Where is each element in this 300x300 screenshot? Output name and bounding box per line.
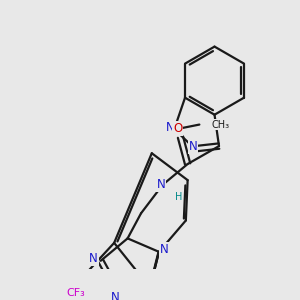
Text: N: N bbox=[165, 121, 174, 134]
Text: N: N bbox=[156, 178, 165, 191]
Text: N: N bbox=[111, 291, 119, 300]
Text: H: H bbox=[175, 192, 182, 202]
Text: CF₃: CF₃ bbox=[66, 288, 85, 298]
Text: N: N bbox=[160, 243, 169, 256]
Text: CH₃: CH₃ bbox=[212, 120, 230, 130]
Text: O: O bbox=[173, 122, 182, 135]
Text: N: N bbox=[189, 140, 197, 154]
Text: N: N bbox=[89, 252, 98, 265]
